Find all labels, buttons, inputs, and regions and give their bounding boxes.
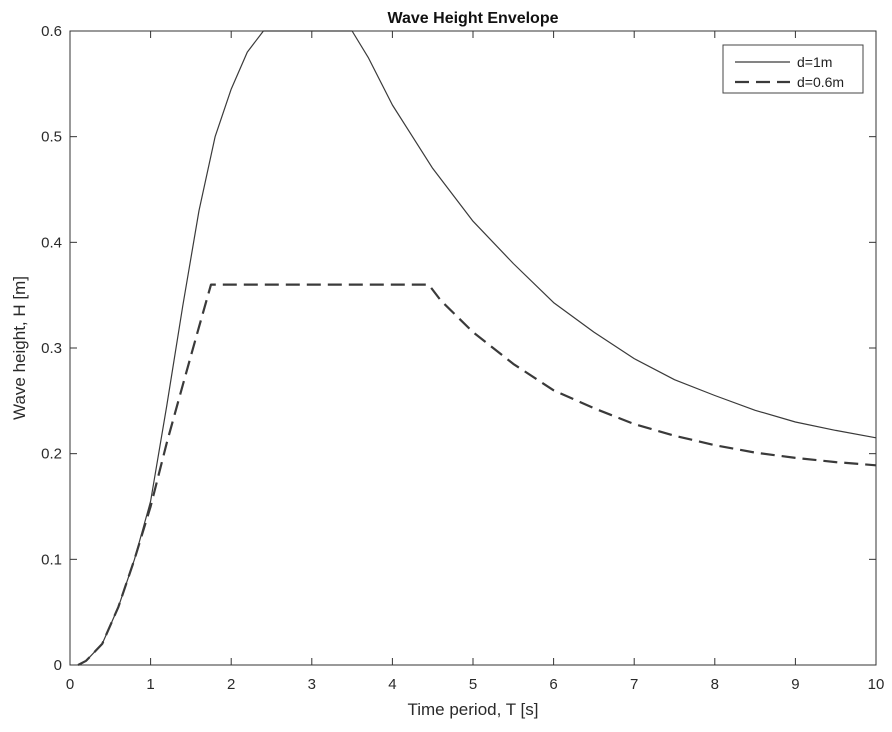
legend: d=1m d=0.6m xyxy=(722,44,864,94)
y-tick-label-1: 0.1 xyxy=(41,551,62,568)
series-line-1 xyxy=(77,283,877,666)
y-tick-label-3: 0.3 xyxy=(41,340,62,357)
legend-box xyxy=(722,44,864,94)
y-axis-label: Wave height, H [m] xyxy=(10,276,29,420)
x-tick-label-6: 6 xyxy=(549,676,557,693)
y-tick-label-4: 0.4 xyxy=(41,234,62,251)
x-tick-label-1: 1 xyxy=(146,676,154,693)
y-tick-label-5: 0.5 xyxy=(41,129,62,146)
y-tick-label-6: 0.6 xyxy=(41,23,62,40)
plot-area xyxy=(69,30,877,666)
x-axis-label: Time period, T [s] xyxy=(407,700,538,719)
x-tick-label-4: 4 xyxy=(388,676,396,693)
series-line-0 xyxy=(77,30,877,666)
y-tick-labels: 0 0.1 0.2 0.3 0.4 0.5 0.6 xyxy=(41,23,62,674)
x-tick-label-9: 9 xyxy=(791,676,799,693)
x-tick-labels: 0 1 2 3 4 5 6 7 8 9 10 xyxy=(66,676,885,693)
x-tick-label-3: 3 xyxy=(308,676,316,693)
x-tick-label-2: 2 xyxy=(227,676,235,693)
x-tick-label-10: 10 xyxy=(868,676,885,693)
x-tick-label-7: 7 xyxy=(630,676,638,693)
ticks-layer xyxy=(69,30,877,666)
legend-label-d06m: d=0.6m xyxy=(797,74,844,90)
y-tick-label-2: 0.2 xyxy=(41,446,62,463)
y-tick-label-0: 0 xyxy=(54,657,62,674)
x-tick-label-5: 5 xyxy=(469,676,477,693)
x-tick-label-0: 0 xyxy=(66,676,74,693)
x-tick-label-8: 8 xyxy=(711,676,719,693)
legend-label-d1m: d=1m xyxy=(797,54,832,70)
chart-title: Wave Height Envelope xyxy=(388,10,559,27)
series-layer xyxy=(77,30,877,666)
